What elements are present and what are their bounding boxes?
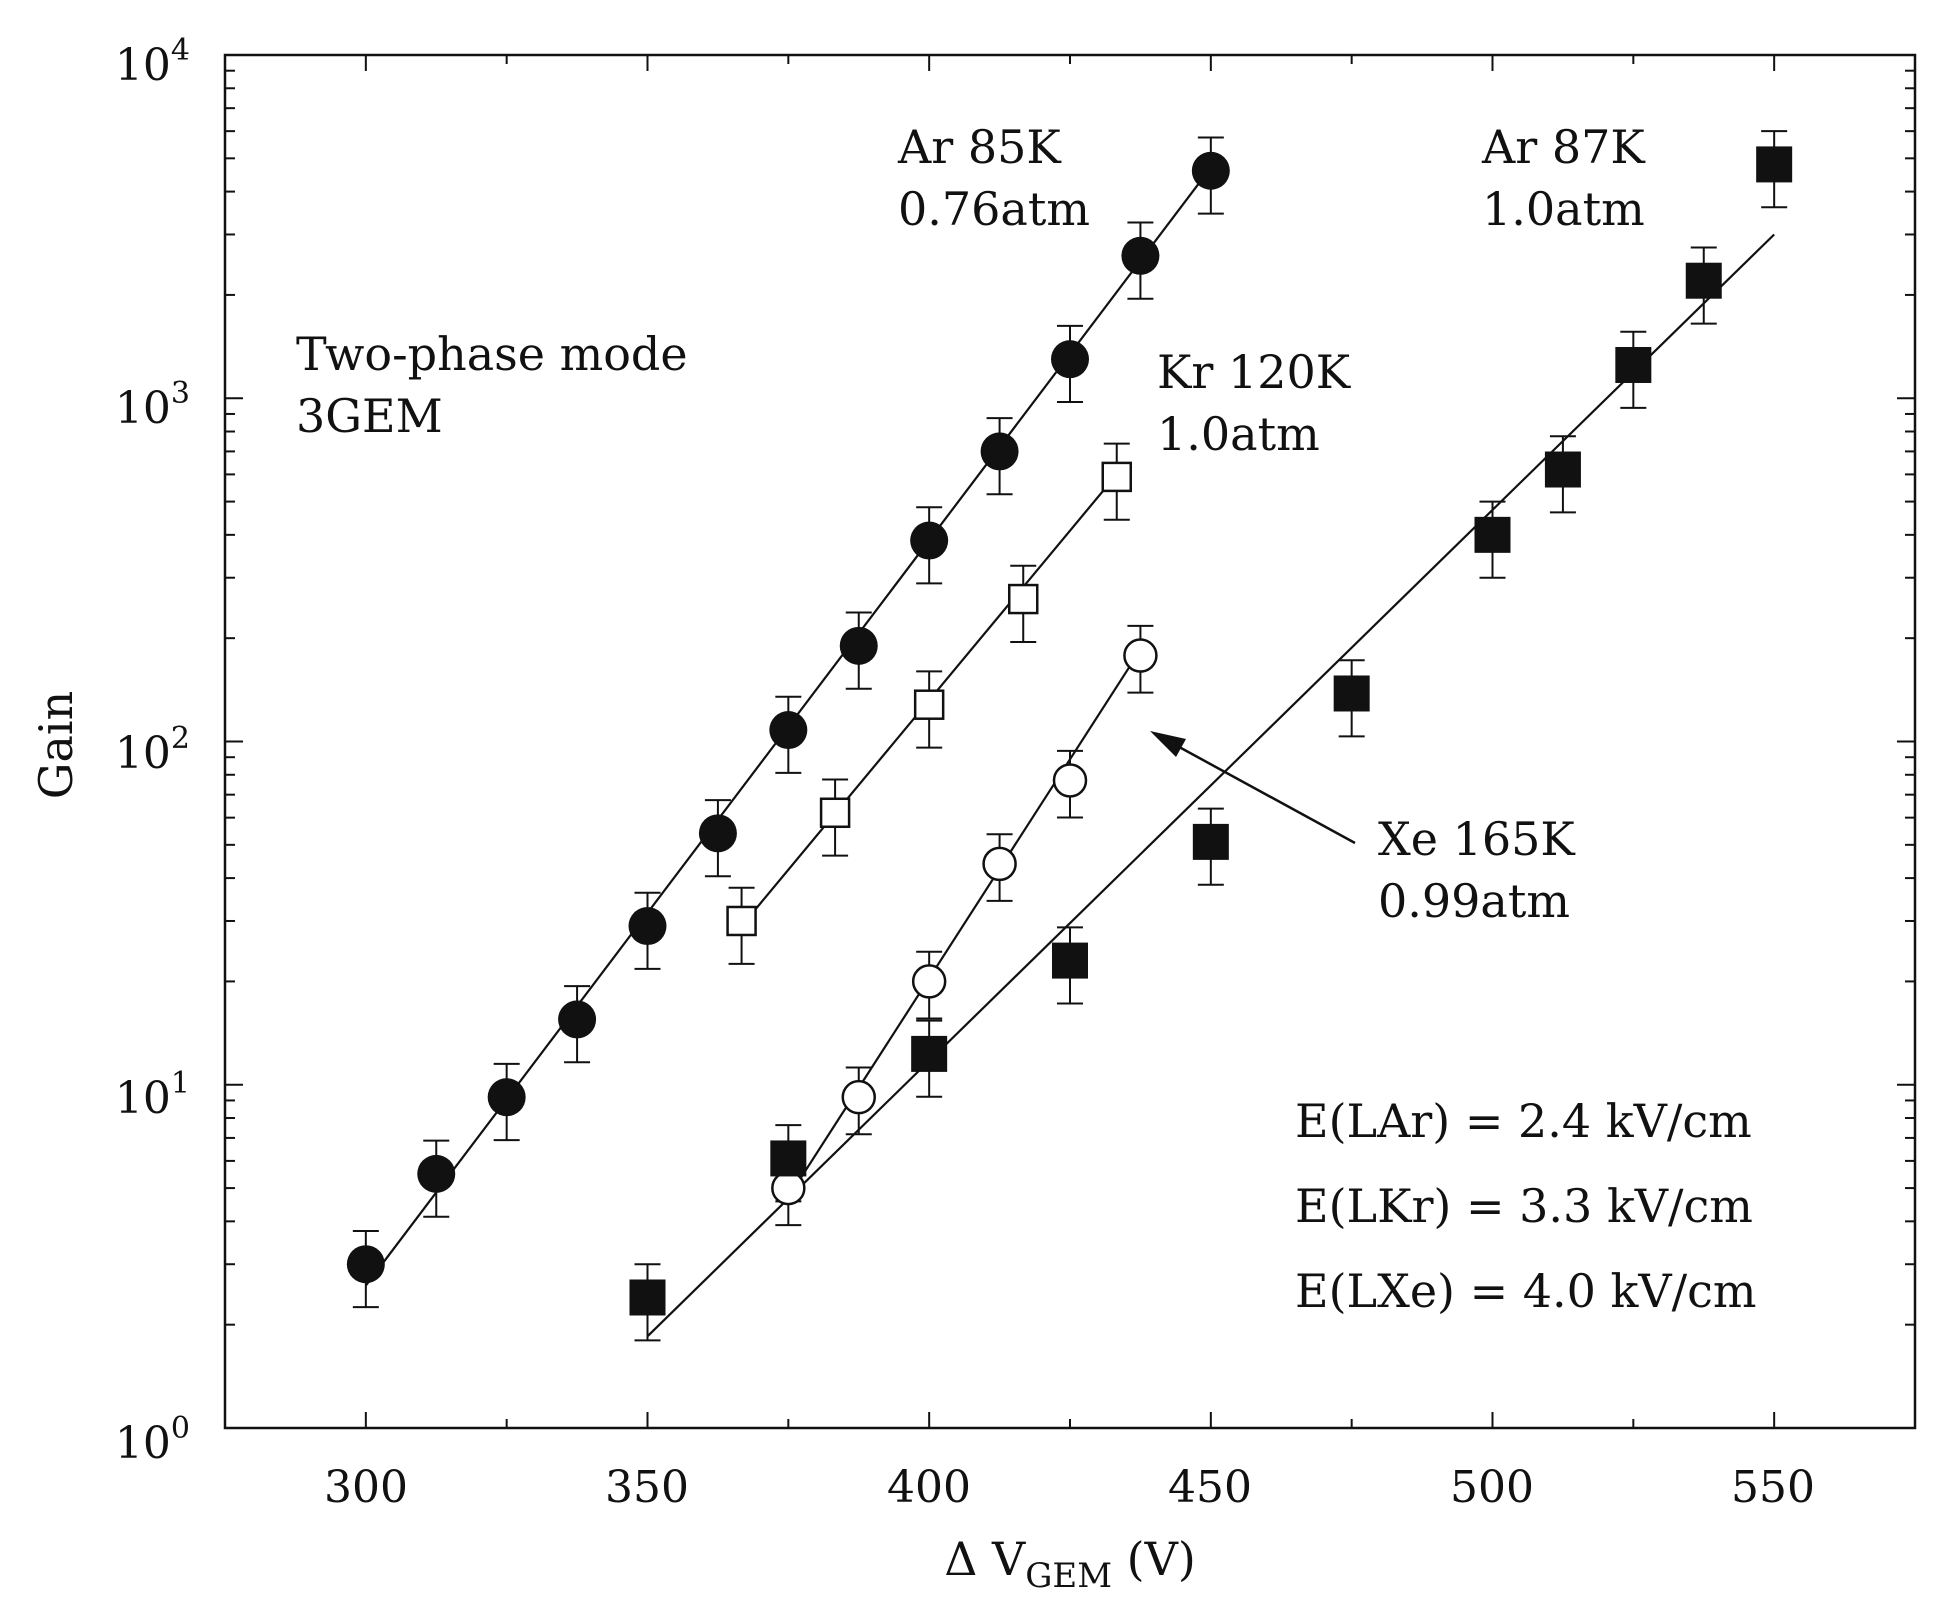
y-tick-label: 103	[115, 376, 190, 434]
data-point-ar-85k	[417, 1154, 456, 1193]
series-sublabel-xe165: 0.99atm	[1378, 874, 1570, 928]
data-point-ar-85k	[1121, 236, 1160, 275]
data-point-kr-120k	[913, 689, 945, 720]
data-point-ar-85k	[698, 814, 737, 853]
data-point-ar-87k	[1615, 346, 1652, 383]
data-point-xe-165k	[771, 1170, 806, 1206]
data-point-ar-85k	[1191, 151, 1230, 190]
field-lxe-label: E(LXe) = 4.0 kV/cm	[1295, 1264, 1757, 1318]
series-sublabel-ar85: 0.76atm	[898, 182, 1090, 236]
y-tick-label: 101	[115, 1066, 190, 1124]
data-point-ar-87k	[1685, 262, 1722, 299]
fit-line-ar-87k	[646, 233, 1775, 1338]
fit-line-xe-165k	[787, 649, 1142, 1198]
data-point-ar-85k	[346, 1245, 385, 1284]
y-tick-label: 104	[115, 33, 190, 91]
field-lkr-label: E(LKr) = 3.3 kV/cm	[1295, 1179, 1753, 1233]
data-point-ar-85k	[910, 521, 949, 560]
series-label-ar87: Ar 87K	[1481, 120, 1646, 174]
data-point-xe-165k	[911, 964, 947, 999]
data-point-ar-87k	[1544, 451, 1581, 488]
x-tick-labels: 300 350 400 450 500 550	[324, 1462, 1815, 1513]
data-point-xe-165k	[982, 846, 1017, 882]
y-tick-labels: 100 101 102 103 104	[115, 33, 190, 1469]
data-point-ar-85k	[487, 1078, 526, 1117]
data-point-ar-87k	[629, 1279, 666, 1316]
series-label-ar85: Ar 85K	[897, 120, 1062, 174]
data-point-ar-87k	[770, 1140, 807, 1177]
data-point-kr-120k	[819, 797, 851, 829]
y-tick-label: 100	[115, 1411, 190, 1469]
x-tick-label: 450	[1168, 1462, 1252, 1513]
series-label-kr120: Kr 120K	[1157, 345, 1352, 399]
data-markers	[346, 146, 1793, 1316]
data-point-kr-120k	[1101, 461, 1133, 493]
mode-label: Two-phase mode	[296, 327, 688, 381]
data-point-ar-87k	[1333, 675, 1370, 712]
data-point-ar-85k	[628, 907, 667, 946]
x-tick-label: 400	[887, 1462, 971, 1513]
data-point-ar-85k	[839, 626, 878, 665]
data-point-ar-87k	[911, 1035, 948, 1072]
data-point-ar-87k	[1756, 146, 1793, 183]
data-point-xe-165k	[841, 1079, 876, 1115]
data-point-ar-85k	[1051, 340, 1089, 379]
x-tick-label: 350	[605, 1462, 689, 1513]
data-point-xe-165k	[1123, 638, 1158, 673]
xe-annotation-arrow	[1169, 740, 1356, 845]
x-tick-label: 300	[324, 1462, 408, 1513]
data-point-ar-85k	[558, 1000, 597, 1039]
data-point-xe-165k	[1052, 763, 1088, 798]
gem-label: 3GEM	[296, 389, 443, 443]
series-sublabel-ar87: 1.0atm	[1482, 182, 1645, 236]
series-sublabel-kr120: 1.0atm	[1157, 407, 1320, 461]
data-point-ar-87k	[1474, 516, 1511, 553]
x-axis-title: Δ VGEM (V)	[944, 1532, 1196, 1596]
data-point-ar-87k	[1052, 942, 1088, 979]
x-tick-label: 550	[1731, 1462, 1815, 1513]
data-point-ar-85k	[769, 711, 808, 750]
data-point-ar-87k	[1192, 823, 1229, 860]
axis-ticks	[224, 54, 1916, 1429]
x-tick-label: 500	[1450, 1462, 1534, 1513]
series-label-xe165: Xe 165K	[1378, 812, 1576, 866]
xe-annotation-arrowhead	[1150, 731, 1186, 757]
data-point-ar-85k	[980, 432, 1019, 471]
data-point-kr-120k	[1007, 583, 1039, 615]
field-lar-label: E(LAr) = 2.4 kV/cm	[1295, 1094, 1752, 1148]
y-tick-label: 102	[115, 721, 190, 779]
data-point-kr-120k	[726, 905, 757, 937]
y-axis-title: Gain	[29, 691, 83, 800]
error-bars	[352, 130, 1788, 1342]
